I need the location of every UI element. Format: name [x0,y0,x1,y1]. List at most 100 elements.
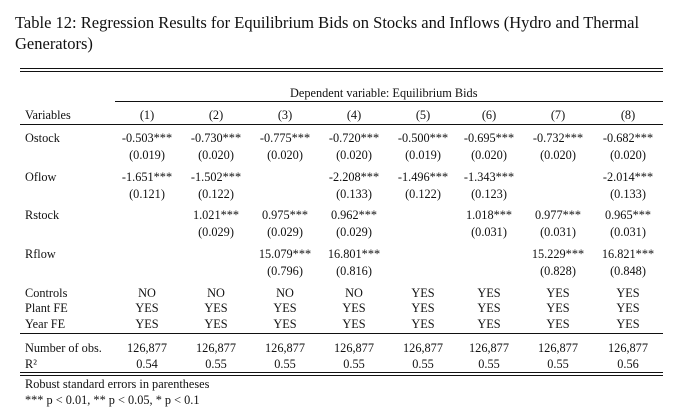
fe-cell: YES [273,317,297,331]
std-error-cell: (0.816) [336,264,372,278]
coefficient-cell: 0.962*** [330,208,378,222]
std-error-cell: (0.020) [336,148,372,162]
std-error-cell: (0.828) [540,264,576,278]
variables-header: Variables [25,108,71,122]
stat-cell: 126,877 [469,341,509,355]
std-error-cell: (0.122) [405,187,441,201]
table-title: Table 12: Regression Results for Equilib… [15,13,640,53]
std-error-cell: (0.133) [610,187,646,201]
coefficient-cell: 15.079*** [258,247,312,261]
stat-cell: 126,877 [196,341,236,355]
header-rule [20,124,663,125]
row-label: R² [25,357,37,371]
fe-cell: YES [616,317,640,331]
coefficient-cell: 0.977*** [534,208,582,222]
std-error-cell: (0.123) [471,187,507,201]
stat-cell: 126,877 [608,341,648,355]
coefficient-cell: 1.018*** [465,208,513,222]
stat-cell: 0.55 [274,357,296,371]
column-header: (6) [481,108,497,122]
row-label: Controls [25,286,68,300]
bottom-rule-2 [20,375,663,376]
column-header: (2) [208,108,224,122]
coefficient-cell: -0.695*** [463,131,515,145]
fe-cell: YES [616,286,640,300]
coefficient-cell: 15.229*** [531,247,585,261]
row-label: Oflow [25,170,57,184]
dependent-rule [115,101,663,102]
stat-cell: 0.55 [412,357,434,371]
coefficient-cell: 0.965*** [604,208,652,222]
coefficient-cell: -1.343*** [463,170,515,184]
std-error-cell: (0.029) [267,225,303,239]
coefficient-cell: -0.503*** [121,131,173,145]
coefficient-cell: -0.500*** [397,131,449,145]
coefficient-cell: -1.651*** [121,170,173,184]
fe-cell: YES [477,286,501,300]
std-error-cell: (0.020) [267,148,303,162]
coefficient-cell: -2.014*** [602,170,654,184]
fe-cell: NO [276,286,294,300]
std-error-cell: (0.121) [129,187,165,201]
coefficient-cell: -0.730*** [190,131,242,145]
std-error-cell: (0.031) [610,225,646,239]
bottom-rule [20,372,663,373]
fe-cell: YES [411,286,435,300]
fe-cell: NO [138,286,156,300]
stat-cell: 0.56 [617,357,639,371]
coefficient-cell: -0.682*** [602,131,654,145]
stat-cell: 0.54 [136,357,158,371]
column-header: (3) [277,108,293,122]
stat-cell: 126,877 [127,341,167,355]
coefficient-cell: -0.775*** [259,131,311,145]
dependent-variable-label: Dependent variable: Equilibrium Bids [290,86,478,100]
stat-cell: 0.55 [343,357,365,371]
std-error-cell: (0.020) [610,148,646,162]
fe-cell: YES [411,301,435,315]
note-se: Robust standard errors in parentheses [25,377,210,391]
coefficient-cell: -0.732*** [532,131,584,145]
std-error-cell: (0.019) [129,148,165,162]
stat-cell: 0.55 [205,357,227,371]
stat-cell: 0.55 [547,357,569,371]
column-header: (5) [415,108,431,122]
row-label: Plant FE [25,301,68,315]
fe-cell: YES [135,301,159,315]
stat-cell: 0.55 [478,357,500,371]
fe-cell: YES [411,317,435,331]
std-error-cell: (0.029) [336,225,372,239]
fe-cell: YES [135,317,159,331]
std-error-cell: (0.019) [405,148,441,162]
column-header: (4) [346,108,362,122]
column-header: (8) [620,108,636,122]
coefficient-cell: 16.801*** [327,247,381,261]
coefficient-cell: -2.208*** [328,170,380,184]
row-label: Year FE [25,317,66,331]
coefficient-cell: 16.821*** [601,247,655,261]
fe-cell: YES [342,301,366,315]
fe-cell: YES [546,286,570,300]
note-significance: *** p < 0.01, ** p < 0.05, * p < 0.1 [25,393,200,407]
column-header: (1) [139,108,155,122]
coefficient-cell: -0.720*** [328,131,380,145]
stat-cell: 126,877 [265,341,305,355]
std-error-cell: (0.031) [471,225,507,239]
fe-cell: NO [207,286,225,300]
stat-cell: 126,877 [403,341,443,355]
fe-cell: YES [204,317,228,331]
row-label: Rflow [25,247,56,261]
std-error-cell: (0.020) [198,148,234,162]
fe-cell: YES [477,317,501,331]
coefficient-cell: -1.502*** [190,170,242,184]
row-label: Rstock [25,208,60,222]
std-error-cell: (0.020) [540,148,576,162]
fe-cell: YES [546,301,570,315]
std-error-cell: (0.133) [336,187,372,201]
fe-cell: YES [342,317,366,331]
fe-cell: NO [345,286,363,300]
column-header: (7) [550,108,566,122]
coefficient-cell: -1.496*** [397,170,449,184]
coefficient-cell: 1.021*** [192,208,240,222]
stat-cell: 126,877 [334,341,374,355]
coefficient-cell: 0.975*** [261,208,309,222]
